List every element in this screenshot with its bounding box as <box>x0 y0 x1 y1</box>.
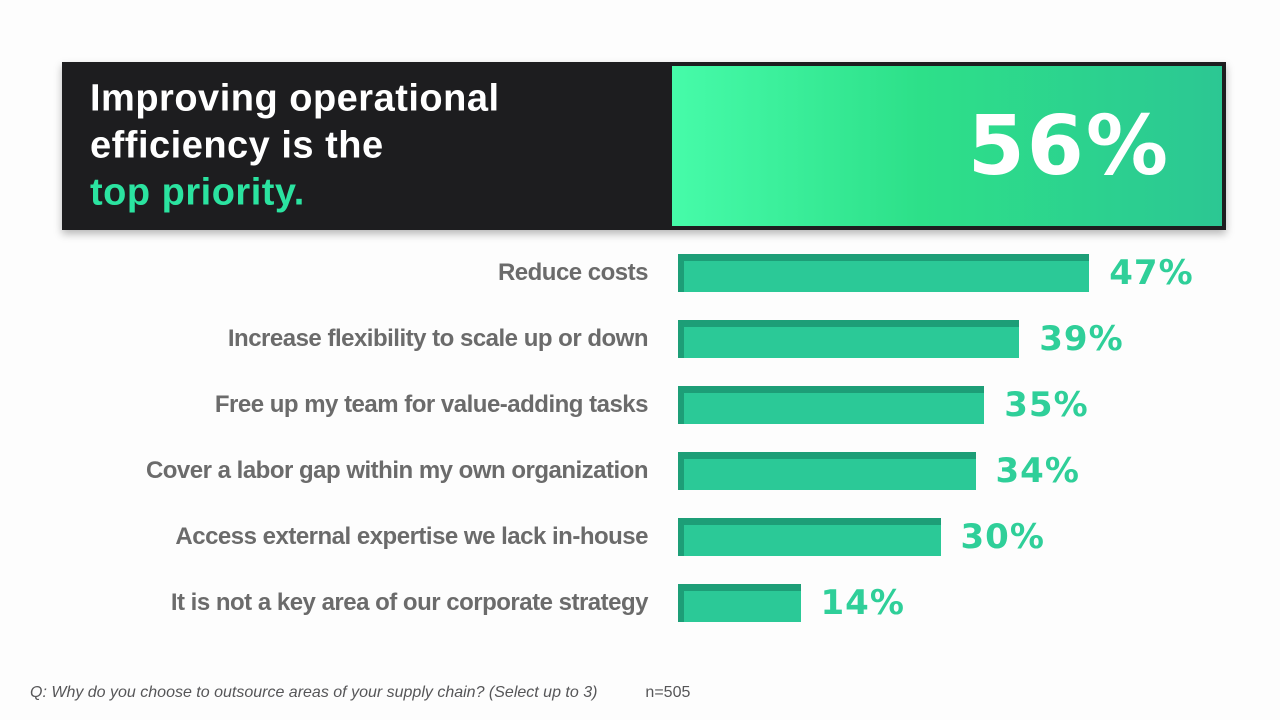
bar <box>678 584 801 622</box>
bar-value: 47% <box>1109 253 1194 293</box>
bar <box>678 518 941 556</box>
chart-row: Cover a labor gap within my own organiza… <box>0 438 1280 504</box>
headline-banner: Improving operational efficiency is the … <box>62 62 1226 230</box>
footnote: Q: Why do you choose to outsource areas … <box>30 684 690 702</box>
bar-label: Access external expertise we lack in-hou… <box>175 523 648 550</box>
headline-value: 56% <box>967 98 1170 194</box>
bar <box>678 386 985 424</box>
headline-highlight: top priority. <box>90 171 305 214</box>
sample-size: n=505 <box>645 684 691 701</box>
chart-row: Increase flexibility to scale up or down… <box>0 306 1280 372</box>
bar-label: Free up my team for value-adding tasks <box>214 391 649 418</box>
bar-value: 34% <box>995 451 1080 491</box>
bar-value: 14% <box>820 583 905 623</box>
bar-value: 35% <box>1004 385 1089 425</box>
bar <box>678 452 976 490</box>
headline-value-box: 56% <box>672 66 1222 226</box>
chart-row: Reduce costs 47% <box>0 240 1280 306</box>
bar-label: It is not a key area of our corporate st… <box>170 589 649 616</box>
bar-rows: Reduce costs 47% Increase flexibility to… <box>0 240 1280 636</box>
bar-label: Reduce costs <box>497 259 649 286</box>
headline-text: Improving operational efficiency is the … <box>90 76 500 217</box>
bar-value: 39% <box>1039 319 1124 359</box>
bar-label: Increase flexibility to scale up or down <box>227 325 649 352</box>
chart-row: Free up my team for value-adding tasks 3… <box>0 372 1280 438</box>
survey-question: Q: Why do you choose to outsource areas … <box>30 684 598 701</box>
bar <box>678 320 1020 358</box>
headline-line-1: Improving operational <box>90 77 500 120</box>
bar-label: Cover a labor gap within my own organiza… <box>145 457 649 484</box>
bar-value: 30% <box>960 517 1045 557</box>
bar <box>678 254 1090 292</box>
headline-line-2: efficiency is the <box>90 124 384 167</box>
chart-row: It is not a key area of our corporate st… <box>0 570 1280 636</box>
chart-row: Access external expertise we lack in-hou… <box>0 504 1280 570</box>
